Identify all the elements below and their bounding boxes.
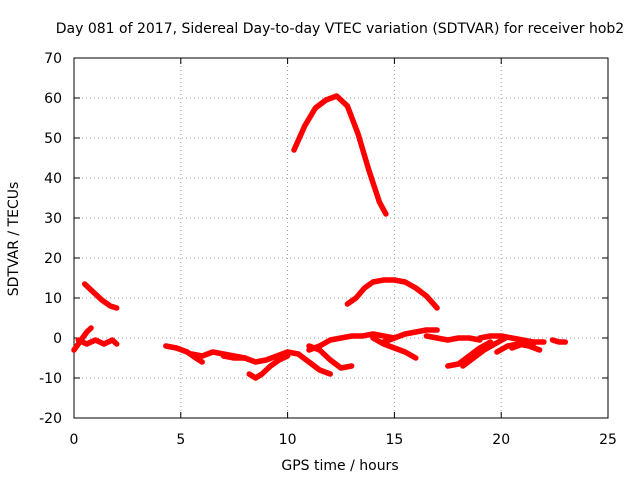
x-tick-label: 20 xyxy=(492,432,510,448)
axis-ticks xyxy=(73,57,609,419)
y-axis-label: SDTVAR / TECUs xyxy=(6,182,22,297)
series-arc-6 xyxy=(220,349,291,365)
grid xyxy=(74,58,608,418)
y-tick-label: 60 xyxy=(44,91,62,107)
y-tick-label: 30 xyxy=(44,211,62,227)
series-arc-12 xyxy=(344,277,440,311)
series-arc-18 xyxy=(477,333,547,345)
series-arc-2 xyxy=(75,337,120,347)
x-tick-label: 5 xyxy=(176,432,185,448)
series-arc-11 xyxy=(306,331,398,353)
y-tick-label: 50 xyxy=(44,131,62,147)
y-tick-labels: -20 -10 0 10 20 30 40 50 60 70 xyxy=(39,51,62,427)
series-arc-9 xyxy=(291,93,389,217)
series-arc-13 xyxy=(370,335,419,361)
y-tick-label: 20 xyxy=(44,251,62,267)
x-tick-label: 0 xyxy=(70,432,79,448)
series-arc-20 xyxy=(509,341,536,351)
chart-title: Day 081 of 2017, Sidereal Day-to-day VTE… xyxy=(56,21,624,37)
plot-frame xyxy=(73,57,609,419)
series-arc-17 xyxy=(460,335,509,369)
series-arc-14 xyxy=(380,327,440,345)
series-arc-3 xyxy=(81,281,120,311)
series-arc-1 xyxy=(71,325,94,353)
y-tick-label: 70 xyxy=(44,51,62,67)
series-arc-15 xyxy=(423,333,483,343)
data-series xyxy=(71,93,569,381)
series-arc-7 xyxy=(246,353,291,381)
y-tick-label: 0 xyxy=(53,331,62,347)
series-arc-21 xyxy=(549,337,569,345)
y-tick-label: -10 xyxy=(39,371,62,387)
x-tick-label: 15 xyxy=(385,432,403,448)
x-tick-label: 10 xyxy=(279,432,297,448)
x-tick-label: 25 xyxy=(599,432,617,448)
series-arc-4 xyxy=(163,343,205,365)
series-arc-8 xyxy=(284,349,334,377)
y-tick-label: 40 xyxy=(44,171,62,187)
x-tick-labels: 0 5 10 15 20 25 xyxy=(70,432,617,448)
y-tick-label: 10 xyxy=(44,291,62,307)
x-axis-label: GPS time / hours xyxy=(281,458,398,474)
series-arc-16 xyxy=(445,339,494,369)
y-tick-label: -20 xyxy=(39,411,62,427)
